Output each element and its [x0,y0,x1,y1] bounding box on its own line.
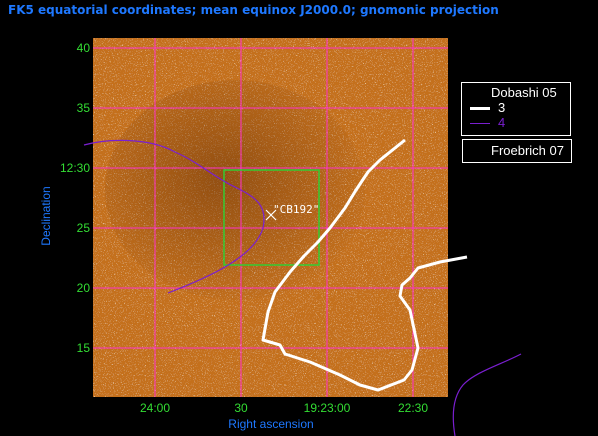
legend-swatch-white-line [470,107,490,110]
x-tick-22-30: 22:30 [398,401,428,415]
y-tick-12-30: 12:30 [60,161,90,175]
x-tick-19-23-00: 19:23:00 [304,401,351,415]
coordinate-system-title: FK5 equatorial coordinates; mean equinox… [8,3,499,17]
cb192-marker[interactable]: "CB192" [265,203,319,221]
x-tick-30: 30 [234,401,248,415]
x-tick-24-00: 24:00 [140,401,170,415]
y-tick-40: 40 [77,41,91,55]
y-tick-25: 25 [77,221,91,235]
dark-cloud-region [105,80,365,300]
y-tick-labels: 40 35 12:30 25 20 15 [60,41,90,355]
marker-cross-b [265,209,277,221]
y-tick-15: 15 [77,341,91,355]
marker-label: "CB192" [273,203,319,216]
legend-swatch-purple-line [470,123,490,124]
contour-level-3[interactable] [261,138,468,392]
legend-dobashi-05[interactable]: Dobashi 05 3 4 [461,82,571,136]
legend-froebrich-07[interactable]: Froebrich 07 [462,139,572,163]
y-tick-20: 20 [77,281,91,295]
froebrich-region-box[interactable] [223,169,320,266]
coordinate-grid [93,38,448,397]
y-axis-label: Declination [39,186,53,245]
x-axis-label: Right ascension [228,417,313,431]
y-tick-35: 35 [77,101,91,115]
contour-level-4[interactable] [83,139,522,436]
x-tick-labels: 24:00 30 19:23:00 22:30 [140,401,428,415]
legend-label-3: 3 [498,100,506,115]
legend-froebrich-title: Froebrich 07 [491,143,564,158]
contour-4-left-arc [83,139,265,294]
legend-label-4: 4 [498,115,506,130]
contour-4-bottom-right-arc [452,353,522,436]
legend-dobashi-title: Dobashi 05 [491,85,557,100]
